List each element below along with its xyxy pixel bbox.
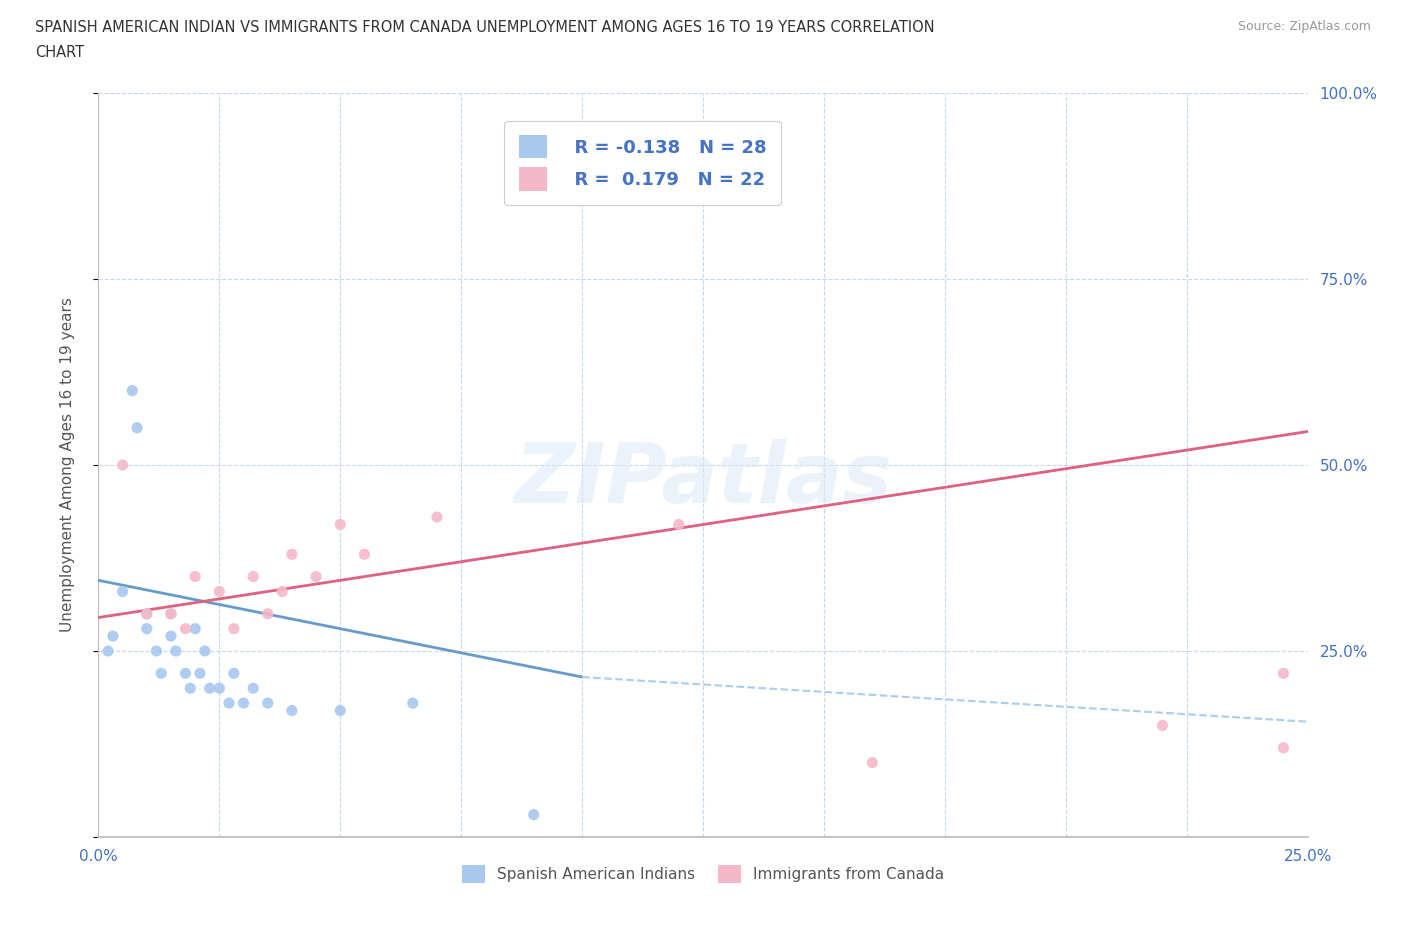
Legend: Spanish American Indians, Immigrants from Canada: Spanish American Indians, Immigrants fro… [456, 859, 950, 889]
Point [194, 644, 217, 658]
Point [188, 666, 211, 681]
Point [860, 755, 883, 770]
Point [135, 606, 157, 621]
Point [523, 807, 546, 822]
Point [127, 420, 149, 435]
Point [281, 547, 304, 562]
Point [121, 383, 143, 398]
Point [222, 621, 245, 636]
Point [222, 666, 245, 681]
Point [135, 606, 157, 621]
Point [271, 584, 294, 599]
Point [218, 696, 240, 711]
Y-axis label: Unemployment Among Ages 16 to 19 years: Unemployment Among Ages 16 to 19 years [60, 298, 75, 632]
Point [208, 681, 231, 696]
Point [668, 517, 690, 532]
Point [111, 458, 134, 472]
Point [256, 696, 278, 711]
Point [305, 569, 328, 584]
Point [160, 606, 183, 621]
Point [232, 696, 254, 711]
Point [165, 644, 187, 658]
Point [426, 510, 449, 525]
Point [101, 629, 124, 644]
Text: ZIPatlas: ZIPatlas [515, 439, 891, 521]
Text: SPANISH AMERICAN INDIAN VS IMMIGRANTS FROM CANADA UNEMPLOYMENT AMONG AGES 16 TO : SPANISH AMERICAN INDIAN VS IMMIGRANTS FR… [35, 20, 935, 35]
Point [242, 681, 264, 696]
Point [329, 517, 352, 532]
Point [111, 584, 134, 599]
Point [256, 606, 278, 621]
Point [1272, 740, 1295, 755]
Point [329, 703, 352, 718]
Point [160, 629, 183, 644]
Point [242, 569, 264, 584]
Point [184, 621, 207, 636]
Point [1272, 666, 1295, 681]
Point [402, 696, 425, 711]
Point [179, 681, 201, 696]
Point [145, 644, 167, 658]
Point [184, 569, 207, 584]
Point [135, 621, 157, 636]
Text: Source: ZipAtlas.com: Source: ZipAtlas.com [1237, 20, 1371, 33]
Point [160, 606, 183, 621]
Point [174, 666, 197, 681]
Point [150, 666, 173, 681]
Point [353, 547, 375, 562]
Point [97, 644, 120, 658]
Text: CHART: CHART [35, 45, 84, 60]
Point [281, 703, 304, 718]
Point [174, 621, 197, 636]
Point [1152, 718, 1174, 733]
Point [208, 584, 231, 599]
Point [198, 681, 221, 696]
